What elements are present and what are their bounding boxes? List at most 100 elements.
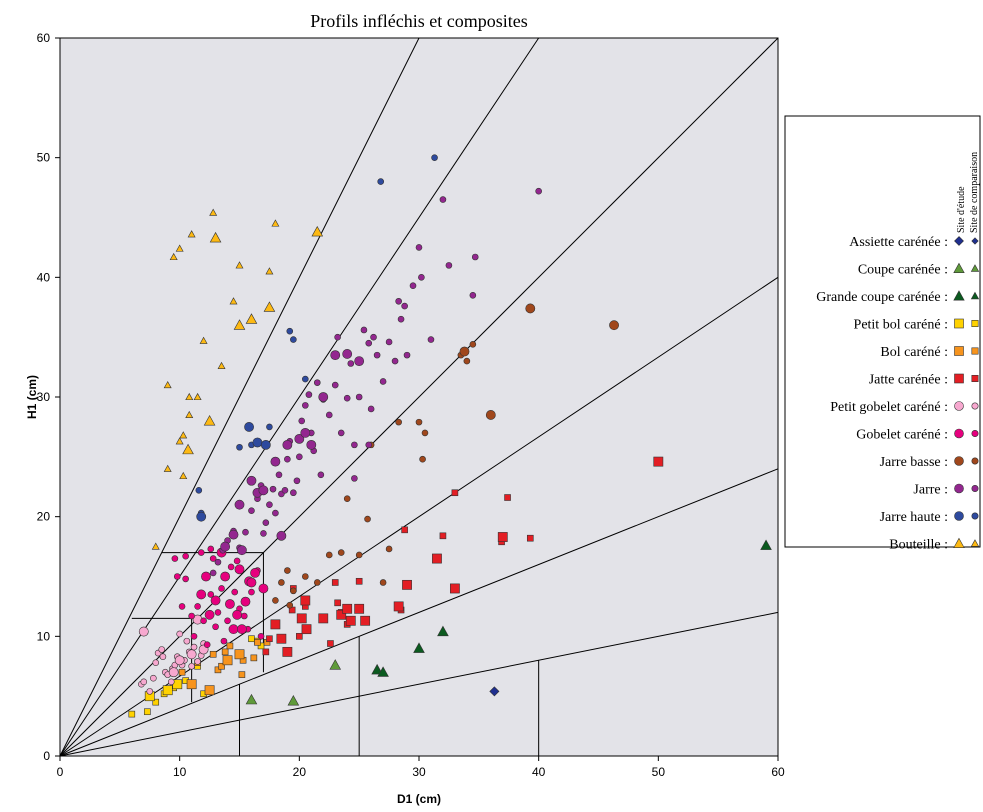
point-comparison (266, 423, 273, 431)
point-comparison (209, 555, 217, 562)
point-study (301, 624, 312, 635)
point-comparison (286, 327, 294, 335)
point-comparison (355, 393, 363, 401)
point-study (209, 231, 222, 243)
point-comparison (203, 641, 211, 649)
point-study (204, 609, 215, 620)
point-comparison (347, 360, 355, 367)
point-comparison (302, 375, 309, 383)
point-comparison (231, 588, 239, 596)
y-tick-label: 0 (43, 749, 50, 763)
reference-line-1 (59, 37, 540, 757)
legend-label: Bouteille : (889, 538, 948, 553)
point-comparison (421, 429, 429, 437)
point-comparison (445, 262, 453, 269)
point-comparison (226, 642, 234, 650)
point-comparison (182, 552, 189, 560)
legend-marker-study (954, 318, 964, 329)
point-comparison (128, 710, 136, 718)
point-study (437, 625, 449, 637)
point-comparison (171, 555, 179, 562)
point-comparison (334, 599, 341, 607)
point-comparison (409, 282, 417, 290)
point-comparison (325, 551, 333, 559)
point-study (525, 303, 536, 314)
point-comparison (290, 489, 297, 497)
y-tick-label: 10 (37, 629, 51, 643)
point-comparison (235, 261, 244, 269)
point-comparison (451, 489, 459, 497)
point-study (236, 624, 247, 635)
point-study (282, 439, 293, 450)
point-comparison (190, 643, 198, 651)
point-comparison (313, 579, 321, 586)
point-comparison (439, 532, 447, 540)
point-comparison (391, 357, 399, 365)
point-comparison (158, 646, 166, 653)
point-comparison (178, 668, 186, 676)
point-comparison (403, 351, 411, 359)
point-study (371, 663, 383, 675)
point-comparison (188, 662, 195, 670)
legend-marker-comparison (971, 237, 979, 245)
legend-label: Grande coupe carénée : (816, 290, 948, 305)
point-study (186, 679, 197, 690)
point-comparison (193, 392, 202, 401)
point-study (196, 589, 207, 600)
point-comparison (397, 315, 405, 323)
point-comparison (199, 336, 208, 344)
point-comparison (260, 530, 267, 537)
legend-marker-study (954, 483, 964, 494)
legend-marker-comparison (971, 374, 979, 382)
legend-header-study: Site d'étude (956, 186, 967, 233)
point-comparison (290, 587, 297, 595)
point-study (138, 626, 149, 637)
point-comparison (183, 637, 191, 645)
point-comparison (355, 577, 363, 585)
point-comparison (298, 417, 306, 425)
point-comparison (236, 443, 243, 451)
point-comparison (163, 380, 172, 389)
point-comparison (221, 648, 229, 656)
point-comparison (526, 534, 534, 542)
point-comparison (272, 509, 279, 517)
point-study (653, 456, 664, 467)
point-comparison (401, 526, 408, 534)
point-study (250, 568, 260, 578)
point-comparison (194, 603, 201, 610)
point-comparison (343, 394, 351, 402)
point-comparison (197, 549, 205, 556)
legend-marker-study (953, 262, 965, 273)
point-study (210, 595, 221, 606)
point-comparison (302, 573, 309, 580)
point-study (270, 456, 281, 467)
point-comparison (194, 658, 201, 665)
point-comparison (370, 333, 377, 341)
x-tick-label: 10 (173, 765, 187, 779)
legend-marker-study (954, 236, 964, 246)
point-study (232, 609, 243, 620)
point-comparison (284, 567, 291, 574)
point-comparison (209, 650, 217, 658)
point-comparison (284, 455, 291, 463)
x-tick-label: 20 (293, 765, 307, 779)
point-comparison (140, 678, 148, 686)
point-comparison (313, 379, 321, 386)
point-study (345, 615, 356, 626)
point-study (203, 415, 216, 426)
point-study (196, 511, 207, 522)
legend-label: Assiette carénée : (849, 235, 948, 250)
point-comparison (152, 659, 160, 666)
point-comparison (240, 612, 248, 620)
point-study (393, 601, 404, 612)
point-study (204, 685, 215, 696)
point-study (201, 571, 211, 582)
point-comparison (214, 558, 222, 566)
point-study (296, 613, 307, 624)
point-comparison (439, 196, 447, 203)
point-study (244, 422, 254, 432)
point-study (260, 439, 271, 450)
point-study (263, 301, 276, 312)
legend: Site d'étude Site de comparaison Assiett… (784, 115, 981, 553)
point-study (402, 579, 412, 590)
